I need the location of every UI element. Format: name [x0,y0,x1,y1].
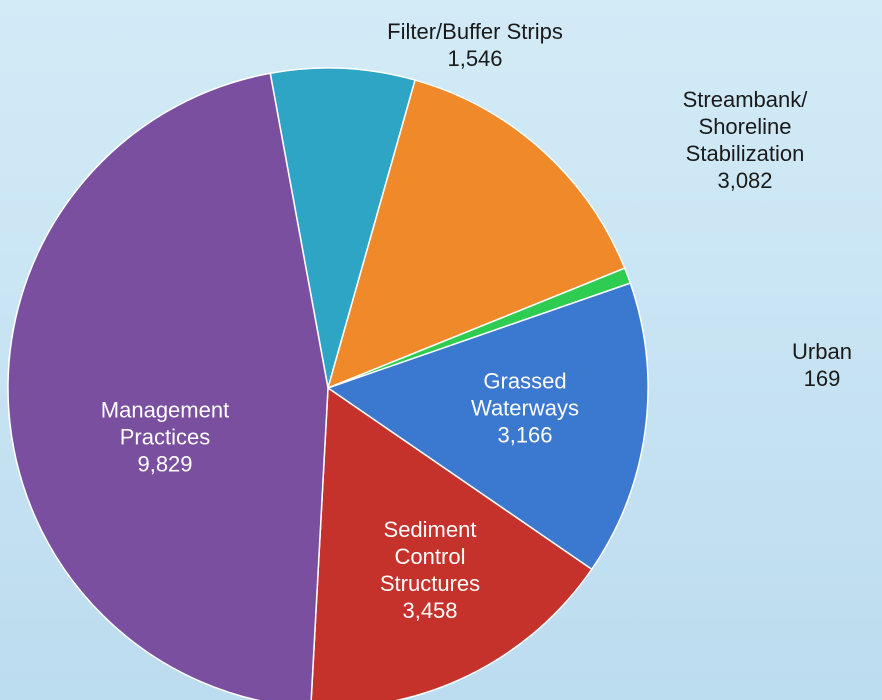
category-name: Sediment Control Structures [379,517,481,596]
slice-label: Grassed Waterways 3,166 [455,368,595,449]
pie-slice [269,67,417,389]
category-name: Filter/Buffer Strips [387,19,563,44]
value-label: 3,166 [497,422,553,448]
slice-label: Management Practices 9,829 [80,397,250,478]
pie-slice [310,386,593,700]
pie-slice [7,72,329,700]
value-label: 3,082 [717,168,773,193]
value-label: 9,829 [137,451,193,477]
category-name: Streambank/ Shoreline Stabilization [682,87,808,166]
pie-slice [326,282,649,571]
slice-label: Filter/Buffer Strips 1,546 [325,18,625,72]
slice-label: Sediment Control Structures 3,458 [355,516,505,624]
value-label: 169 [803,366,841,391]
slice-label: Streambank/ Shoreline Stabilization 3,082 [665,86,825,194]
value-label: 1,546 [447,46,503,71]
category-name: Management Practices [100,397,230,450]
category-name: Grassed Waterways [471,368,579,421]
pie-slice [326,79,626,390]
category-name: Urban [792,339,852,364]
value-label: 3,458 [402,598,458,623]
slice-label: Urban 169 [772,338,872,392]
